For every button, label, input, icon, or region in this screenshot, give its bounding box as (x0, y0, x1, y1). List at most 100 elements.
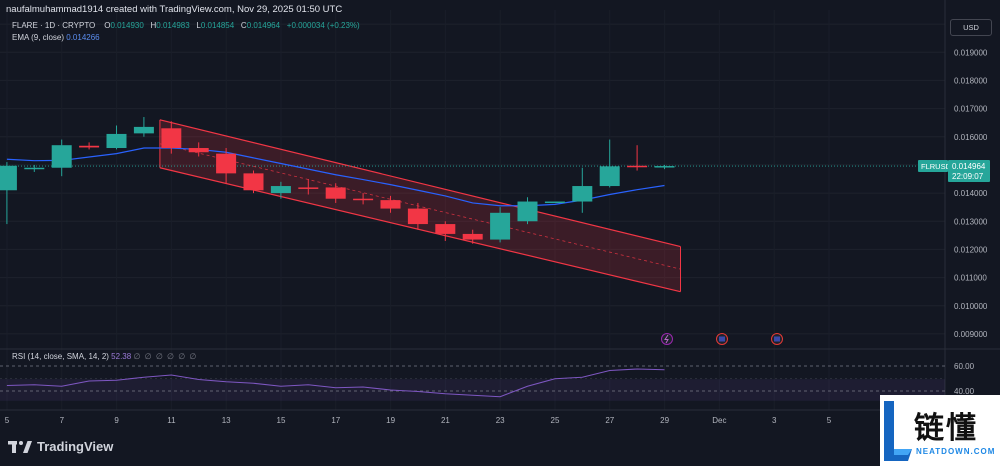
candle (243, 170, 264, 194)
time-tick-label: 7 (60, 416, 65, 425)
candle (627, 145, 648, 171)
price-tag-bg (948, 160, 990, 183)
price-tag-value: 0.014964 (952, 162, 986, 171)
candle-body (599, 166, 620, 187)
tradingview-brand: TradingView (37, 439, 114, 454)
currency-button[interactable]: USD (950, 19, 992, 36)
price-tick-label: 0.014000 (954, 189, 988, 198)
time-tick-label: 19 (386, 416, 395, 425)
high-value: 0.014983 (156, 21, 190, 30)
candle-body (161, 128, 182, 149)
channel-mid-line (159, 143, 681, 270)
price-tag-countdown: 22:09:07 (952, 172, 984, 181)
price-tick-label: 0.010000 (954, 302, 988, 311)
price-tick-label: 0.016000 (954, 133, 988, 142)
candle-body (298, 187, 319, 189)
event-flag-icon-1[interactable] (716, 333, 728, 345)
watermark-l-icon (884, 401, 912, 461)
candle-body (490, 212, 511, 240)
candle (188, 142, 209, 157)
event-flag-icon-2[interactable] (771, 333, 783, 345)
neatdown-watermark: 链懂 NEATDOWN.COM (880, 395, 1000, 466)
candle (654, 164, 675, 170)
rsi-tick-label: 40.00 (954, 387, 975, 396)
rsi-tick-label: 60.00 (954, 362, 975, 371)
time-tick-label: 11 (167, 416, 176, 425)
time-tick-label: 27 (605, 416, 614, 425)
candle (325, 183, 346, 203)
candle-body (133, 126, 154, 134)
symbol-tag-bg (918, 160, 948, 173)
channel-fill (159, 119, 681, 292)
candle-body (462, 233, 483, 240)
candle-body (435, 224, 456, 234)
candle-body (353, 198, 374, 201)
candle-body (243, 173, 264, 191)
candle-body (627, 165, 648, 168)
candle-body (24, 167, 45, 170)
event-lightning-icon[interactable] (661, 333, 673, 345)
candle-body (106, 133, 127, 149)
rsi-extra-values: ∅ ∅ ∅ ∅ ∅ ∅ (133, 352, 198, 361)
ema-label: EMA (9, close) (12, 33, 65, 42)
candle-body (188, 148, 209, 153)
candle-body (572, 186, 593, 202)
symbol-tag-text: FLRUSD (921, 162, 952, 171)
watermark-url: NEATDOWN.COM (916, 447, 996, 456)
open-value: 0.014930 (110, 21, 144, 30)
price-tick-label: 0.009000 (954, 330, 988, 339)
tradingview-logo[interactable]: TradingView (8, 439, 113, 454)
candle (79, 142, 100, 150)
rsi-legend[interactable]: RSI (14, close, SMA, 14, 2) 52.38 ∅ ∅ ∅ … (12, 352, 197, 361)
tradingview-logo-icon (8, 440, 32, 453)
time-tick-label: 5 (827, 416, 832, 425)
candle (270, 181, 291, 199)
candle (517, 197, 538, 225)
time-tick-label: 17 (331, 416, 340, 425)
close-label: C (240, 21, 247, 30)
event-lightning-icon-bolt (664, 334, 669, 344)
rsi-value: 52.38 (111, 352, 132, 361)
high-label: H (150, 21, 157, 30)
time-tick-label: 15 (277, 416, 286, 425)
close-value: 0.014964 (246, 21, 281, 30)
candle-body (380, 200, 401, 209)
ohlc-legend: FLARE · 1D · CRYPTO O0.014930 H0.014983 … (12, 21, 360, 30)
rsi-band-fill (0, 379, 945, 401)
candle (0, 162, 17, 225)
price-tick-label: 0.013000 (954, 217, 988, 226)
price-tick-label: 0.019000 (954, 48, 988, 57)
candle (353, 193, 374, 205)
candle (24, 164, 45, 172)
change-value: +0.000034 (+0.23%) (286, 21, 360, 30)
price-tick-label: 0.017000 (954, 105, 988, 114)
rsi-line (6, 368, 665, 398)
time-tick-label: 25 (551, 416, 560, 425)
candle-body (51, 145, 72, 168)
footer-bar (0, 432, 880, 466)
candle-body (325, 187, 346, 199)
candle (490, 207, 511, 243)
time-tick-label: 13 (222, 416, 231, 425)
candle (544, 201, 565, 204)
candle-body (517, 201, 538, 222)
candle-body (654, 166, 675, 168)
price-tick-label: 0.011000 (954, 274, 987, 283)
open-label: O (104, 21, 111, 30)
low-label: L (196, 21, 201, 30)
event-flag-icon-2-inner (774, 336, 780, 342)
ema-value: 0.014266 (66, 33, 100, 42)
candle-body (407, 208, 428, 225)
chart-credit: naufalmuhammad1914 created with TradingV… (6, 4, 343, 15)
ema-legend[interactable]: EMA (9, close) 0.014266 (12, 33, 100, 42)
watermark-cn-text: 链懂 (914, 411, 978, 446)
rsi-label: RSI (14, close, SMA, 14, 2) (12, 352, 109, 361)
candle (216, 148, 237, 184)
candle-body (544, 201, 565, 204)
time-tick-label: 9 (114, 416, 119, 425)
channel-top-line (159, 119, 681, 248)
time-tick-label: 5 (5, 416, 10, 425)
time-tick-label: 3 (772, 416, 777, 425)
